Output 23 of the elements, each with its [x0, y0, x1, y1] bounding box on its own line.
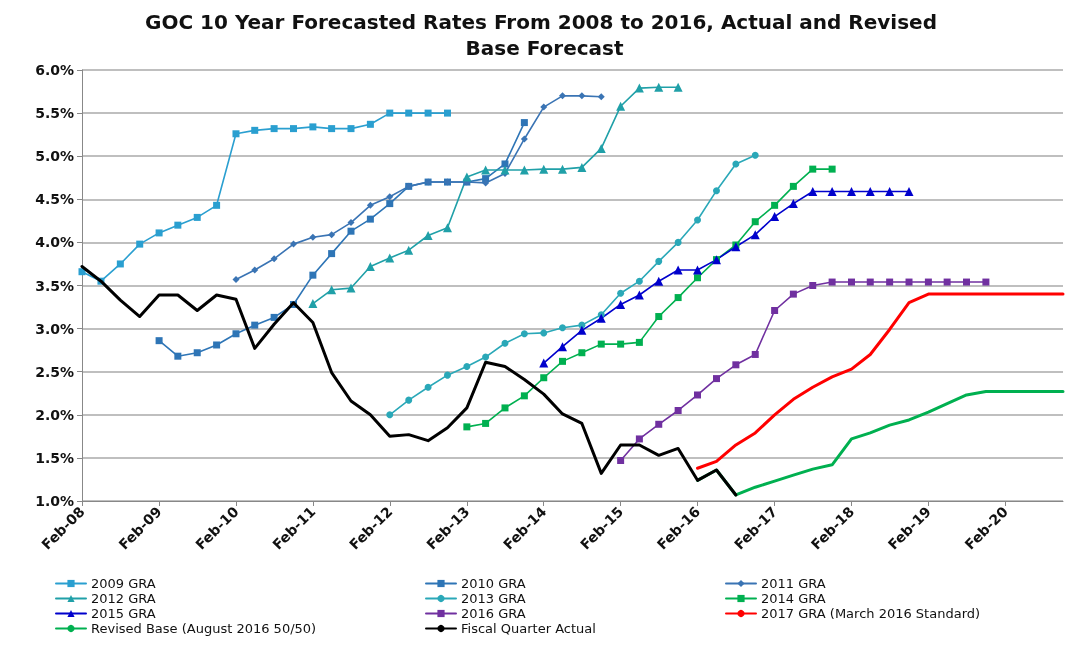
chart-title: GOC 10 Year Forecasted Rates From 2008 to 2016, Actual and Revised Base Forecast: [145, 10, 944, 60]
legend-label: 2017 GRA (March 2016 Standard): [761, 606, 981, 621]
y-tick-label: 2.0%: [35, 406, 74, 423]
y-tick-label: 3.0%: [35, 320, 74, 337]
legend-label: 2011 GRA: [761, 576, 826, 591]
y-tick-label: 6.0%: [35, 62, 74, 78]
y-tick-label: 2.5%: [35, 363, 74, 380]
legend-label: 2016 GRA: [461, 606, 526, 621]
y-tick-label: 4.0%: [35, 234, 74, 251]
legend-label: 2010 GRA: [461, 576, 526, 591]
y-tick-label: 5.5%: [35, 105, 74, 122]
legend-label: Revised Base (August 2016 50/50): [91, 621, 317, 636]
y-tick-label: 3.5%: [35, 277, 74, 294]
legend-label: 2009 GRA: [91, 576, 156, 591]
legend-label: 2014 GRA: [761, 591, 826, 606]
legend-label: 2012 GRA: [91, 591, 156, 606]
y-tick-label: 1.5%: [35, 449, 74, 466]
y-tick-label: 5.0%: [35, 148, 74, 165]
y-tick-label: 1.0%: [35, 493, 74, 509]
legend-label: Fiscal Quarter Actual: [461, 621, 596, 636]
y-tick-label: 4.5%: [35, 191, 74, 208]
legend-label: 2013 GRA: [461, 591, 526, 606]
legend-label: 2015 GRA: [91, 606, 156, 621]
